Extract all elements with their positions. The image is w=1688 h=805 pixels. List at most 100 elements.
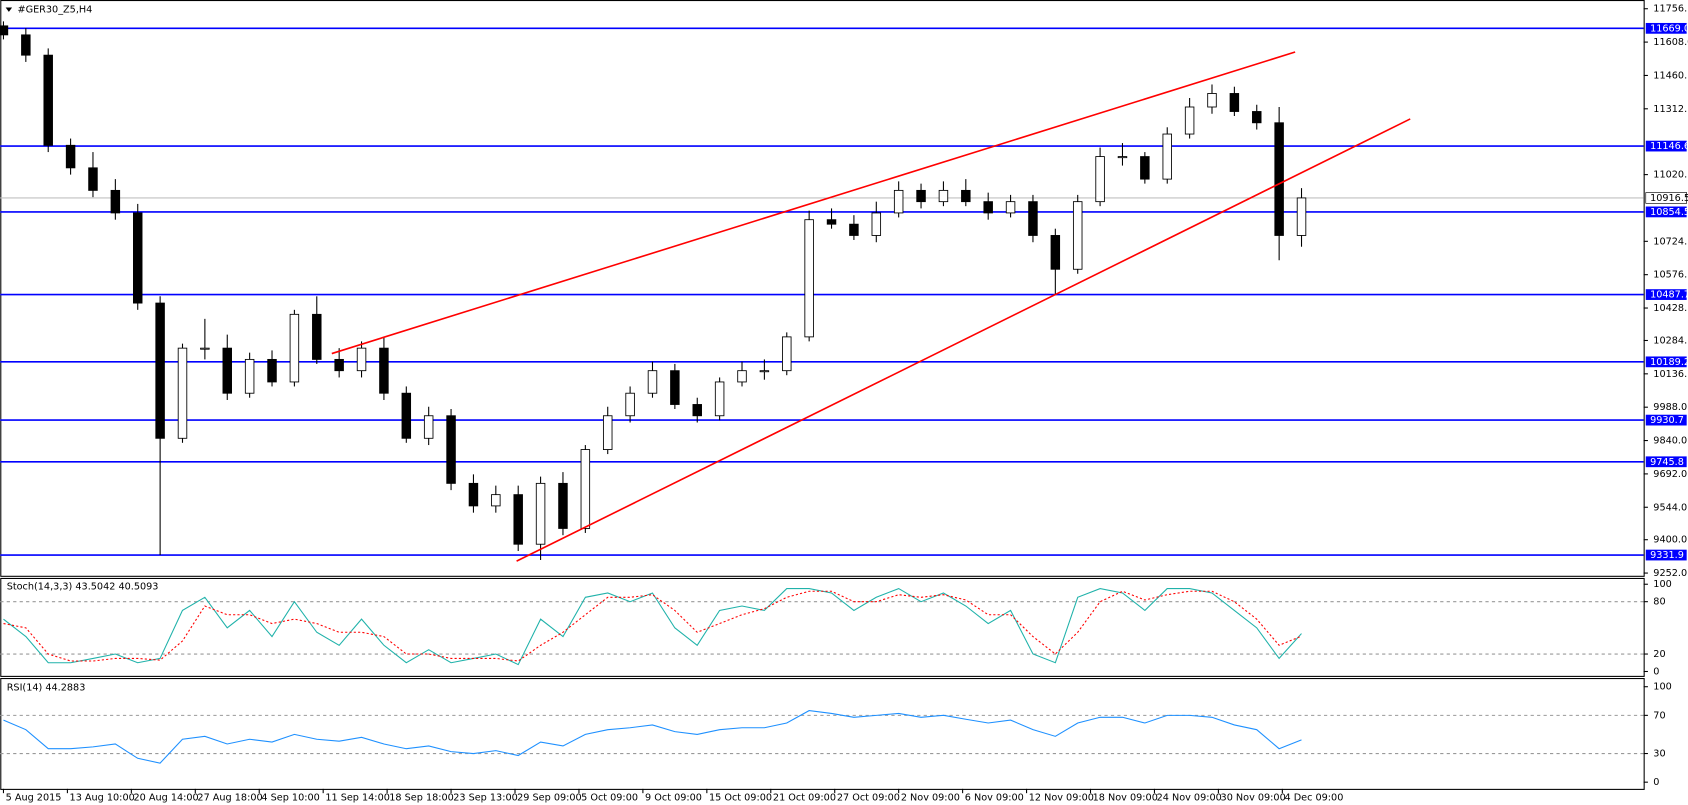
indicator-line [3,590,1302,662]
current-price-label: 10916.5 [1650,193,1688,204]
candle-body [65,144,76,169]
candle-body [826,219,837,225]
x-tick-label: 5 Oct 09:00 [581,792,638,803]
candle-body [893,189,904,214]
x-tick-label: 4 Dec 09:00 [1284,792,1343,803]
x-tick-label: 18 Sep 18:00 [389,792,454,803]
candle-body [0,25,9,36]
y-tick-label: 0 [1653,777,1659,788]
candle-body [625,392,635,417]
candle-body [356,347,367,372]
level-label: 10189.2 [1650,357,1688,368]
candle-body [1296,197,1307,236]
candle-body [43,54,53,146]
symbol-title: #GER30_Z5,H4 [17,5,92,16]
candle-body [849,223,859,236]
y-tick-label: 11312. [1653,104,1687,115]
x-tick-label: 4 Sep 10:00 [261,792,319,803]
level-label: 9331.9 [1650,550,1684,561]
level-tag [1645,289,1687,300]
y-tick-label: 9692.0 [1653,469,1687,480]
candle-body [916,189,926,203]
y-tick-label: 30 [1653,749,1665,760]
y-tick-label: 100 [1653,682,1671,693]
level-label: 9745.8 [1650,457,1684,468]
x-tick-label: 12 Nov 09:00 [1029,792,1094,803]
main-panel [0,0,1645,577]
y-tick-label: 9988.0 [1653,402,1687,413]
current-price-tag [1645,192,1687,204]
candle-body [983,201,993,214]
trendline [331,51,1296,355]
candle-body [692,404,702,417]
y-tick-label: 11756. [1653,4,1687,15]
rsi-title: RSI(14) 44.2883 [7,683,86,694]
x-tick-label: 24 Nov 09:00 [1157,792,1222,803]
candle-body [1184,106,1195,135]
candle-body [446,415,456,484]
candle-body [401,392,412,439]
x-tick-label: 21 Oct 09:00 [773,792,836,803]
candle-body [871,212,882,236]
y-tick-label: 10724. [1653,236,1687,247]
candle-body [222,347,232,394]
y-tick-label: 80 [1653,597,1665,608]
candle-body [602,415,613,450]
x-tick-label: 27 Oct 09:00 [837,792,900,803]
level-label: 10487.7 [1650,290,1688,301]
x-tick-label: 29 Sep 09:00 [517,792,582,803]
y-tick-label: 10284. [1653,335,1687,346]
level-tag [1645,456,1687,468]
y-tick-label: 9840.0 [1653,436,1687,447]
y-tick-label: 11460. [1653,70,1687,81]
candle-body [1229,93,1240,112]
candle-body [1274,122,1284,236]
menu-arrow[interactable] [5,7,13,12]
indicator-line [3,710,1302,764]
stoch-panel [0,577,1645,677]
y-tick-label: 11020. [1653,170,1687,181]
y-tick-label: 9400.0 [1653,535,1687,546]
x-tick-label: 30 Nov 09:00 [1221,792,1286,803]
candle-body [379,347,389,394]
x-tick-label: 6 Nov 09:00 [965,792,1024,803]
candle-body [513,494,523,545]
level-tag [1645,356,1687,368]
x-tick-label: 15 Oct 09:00 [709,792,772,803]
candle-body [334,358,344,372]
rsi-panel [0,678,1645,790]
candle-body [468,482,479,507]
x-tick-label: 5 Aug 2015 [6,792,62,803]
x-tick-label: 2 Nov 09:00 [901,792,960,803]
level-tag [1645,206,1687,218]
candle-body [759,370,770,373]
candle-body [110,189,121,214]
candle-body [1005,201,1016,214]
candle-body [312,313,322,360]
trendline [516,118,1411,562]
y-tick-label: 10136. [1653,369,1687,380]
x-tick-label: 13 Aug 10:00 [70,792,135,803]
y-tick-label: 100 [1653,579,1671,590]
level-label: 11146.6 [1650,141,1688,152]
candle-body [1095,156,1105,203]
candle-body [155,302,165,439]
level-label: 11669.0 [1650,23,1688,34]
candle-body [961,189,971,203]
candle-body [1252,111,1262,124]
candle-body [1117,156,1128,159]
x-tick-label: 9 Oct 09:00 [645,792,702,803]
candle-body [1050,235,1061,270]
level-tag [1645,549,1687,561]
x-tick-label: 11 Sep 14:00 [325,792,390,803]
candle-body [88,167,98,191]
candle-body [133,212,143,304]
candle-body [1072,201,1083,270]
y-tick-label: 70 [1653,710,1665,721]
y-tick-label: 9544.0 [1653,502,1687,513]
candle-body [21,34,31,56]
candle-body [670,370,680,405]
x-tick-label: 27 Aug 18:00 [197,792,262,803]
candle-body [1028,201,1038,236]
candle-body [804,219,814,338]
